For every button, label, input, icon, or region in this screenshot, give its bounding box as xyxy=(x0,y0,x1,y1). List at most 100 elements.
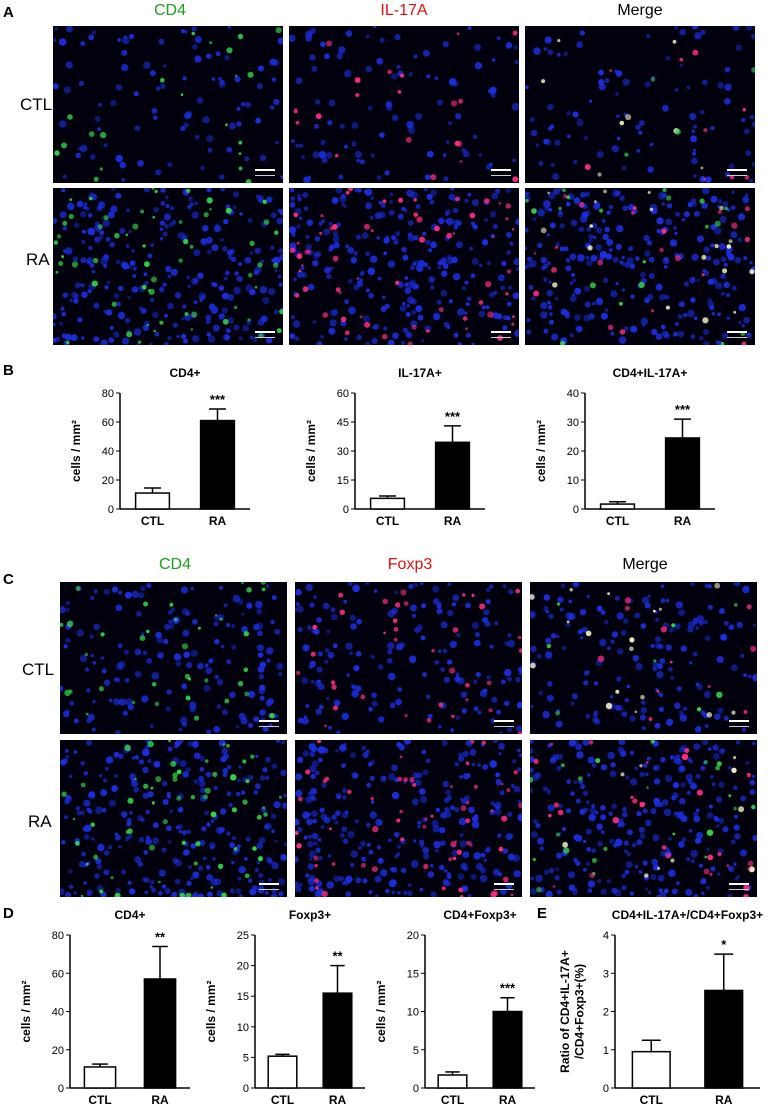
y-tick-label: 45 xyxy=(337,417,349,429)
bar-ra xyxy=(143,978,177,1089)
chart-b3: CD4+IL-17A+ cells / mm² 0 10 20 30 40 CTL RA *** xyxy=(525,365,725,533)
bar-ctl xyxy=(599,503,636,510)
x-tick-label: RA xyxy=(151,1093,169,1107)
panel-letter-a: A xyxy=(3,4,14,21)
x-tick-label: CTL xyxy=(640,1093,663,1107)
chart-d3: CD4+Foxp3+ cells / mm² 0 5 10 15 20 CTL RA *** xyxy=(365,907,545,1112)
y-tick-label: 10 xyxy=(407,1007,419,1019)
panel-c-row-ctl: CTL xyxy=(22,660,55,679)
micrograph-a-ra-cd4 xyxy=(53,188,283,345)
panel-letter-e: E xyxy=(537,905,548,922)
y-axis-label: cells / mm² xyxy=(69,420,83,482)
bar-ra xyxy=(704,989,744,1089)
y-tick-label: 0 xyxy=(603,1083,609,1095)
chart-b1: CD4+ cells / mm² 0 20 40 60 80 CTL RA *** xyxy=(60,365,260,533)
chart-svg: CD4+Foxp3+ cells / mm² 0 5 10 15 20 CTL RA *** xyxy=(374,908,535,1107)
chart-title: Foxp3+ xyxy=(289,908,331,922)
micrograph-c-ra-foxp3 xyxy=(295,740,522,897)
bar-ra xyxy=(434,441,471,510)
y-tick-label: 3 xyxy=(603,968,609,980)
bar-ctl xyxy=(437,1074,468,1089)
y-tick-label: 10 xyxy=(237,1022,249,1034)
chart-d2: Foxp3+ cells / mm² 0 5 10 15 20 25 CTL RA ** xyxy=(195,907,375,1112)
micrograph-a-ra-merge xyxy=(525,188,755,345)
bar-ra xyxy=(492,1010,523,1089)
y-tick-label: 20 xyxy=(52,1045,64,1057)
x-tick-label: CTL xyxy=(376,514,399,528)
significance-label: *** xyxy=(675,402,691,417)
y-tick-label: 20 xyxy=(102,475,114,487)
micrograph-a-ctl-merge xyxy=(525,26,755,183)
panel-c-header-cd4: CD4 xyxy=(158,556,191,573)
y-tick-label: 20 xyxy=(567,446,579,458)
micrograph-a-ctl-il17a xyxy=(289,26,519,183)
chart-title: CD4+Foxp3+ xyxy=(443,908,516,922)
bar-ra xyxy=(322,992,353,1089)
bar-ra xyxy=(199,419,236,510)
y-tick-label: 20 xyxy=(407,930,419,942)
panel-letter-b: B xyxy=(3,362,14,379)
micrograph-a-ctl-cd4 xyxy=(53,26,283,183)
chart-svg: CD4+ cells / mm² 0 20 40 60 80 CTL RA *** xyxy=(69,366,250,528)
significance-label: ** xyxy=(332,949,343,964)
y-tick-label: 40 xyxy=(102,446,114,458)
y-axis-label: cells / mm² xyxy=(534,420,548,482)
panel-a-row-ctl: CTL xyxy=(20,95,53,114)
chart-title: CD4+ xyxy=(114,908,145,922)
x-tick-label: RA xyxy=(209,514,227,528)
panel-c-row-ra: RA xyxy=(28,812,52,831)
y-tick-label: 40 xyxy=(567,388,579,400)
y-tick-label: 0 xyxy=(343,504,349,516)
x-tick-label: RA xyxy=(444,514,462,528)
y-tick-label: 5 xyxy=(413,1045,419,1057)
chart-svg: IL-17A+ cells / mm² 0 15 30 45 60 CTL RA *** xyxy=(304,366,485,528)
y-tick-label: 60 xyxy=(337,388,349,400)
bar-ra xyxy=(664,437,701,510)
panel-a-row-ra: RA xyxy=(26,250,50,269)
micrograph-c-ctl-foxp3 xyxy=(295,582,522,734)
y-tick-label: 40 xyxy=(52,1007,64,1019)
micrograph-c-ra-cd4 xyxy=(60,740,287,897)
micrograph-c-ctl-merge xyxy=(530,582,757,734)
panel-a-header-merge: Merge xyxy=(617,2,663,19)
y-tick-label: 80 xyxy=(52,930,64,942)
significance-label: *** xyxy=(210,392,226,407)
chart-title: CD4+IL-17A+ xyxy=(613,366,688,380)
chart-svg: CD4+IL-17A+ cells / mm² 0 10 20 30 40 CTL RA *** xyxy=(534,366,715,528)
y-tick-label: 0 xyxy=(108,504,114,516)
x-tick-label: CTL xyxy=(88,1093,111,1107)
panel-a-header-il17a: IL-17A xyxy=(380,2,428,19)
y-tick-label: 15 xyxy=(237,991,249,1003)
significance-label: * xyxy=(721,937,727,952)
y-tick-label: 2 xyxy=(603,1007,609,1019)
y-tick-label: 30 xyxy=(337,446,349,458)
chart-title: CD4+ xyxy=(169,366,200,380)
y-tick-label: 4 xyxy=(603,930,609,942)
bar-ctl xyxy=(83,1066,117,1089)
micrograph-c-ra-merge xyxy=(530,740,757,897)
panel-c-header-merge: Merge xyxy=(622,556,668,573)
x-tick-label: RA xyxy=(674,514,692,528)
y-tick-label: 30 xyxy=(567,417,579,429)
chart-e1: CD4+IL-17A+/CD4+Foxp3+ Ratio of CD4+IL-17… xyxy=(555,907,770,1112)
significance-label: ** xyxy=(155,929,166,944)
y-tick-label: 15 xyxy=(337,475,349,487)
chart-svg: Foxp3+ cells / mm² 0 5 10 15 20 25 CTL RA ** xyxy=(204,908,365,1107)
chart-svg: CD4+IL-17A+/CD4+Foxp3+ Ratio of CD4+IL-17… xyxy=(558,908,763,1107)
y-tick-label: 10 xyxy=(567,475,579,487)
chart-svg: CD4+ cells / mm² 0 20 40 60 80 CTL RA ** xyxy=(19,908,190,1107)
y-tick-label: 80 xyxy=(102,388,114,400)
y-tick-label: 5 xyxy=(243,1052,249,1064)
significance-label: *** xyxy=(500,981,516,996)
x-tick-label: CTL xyxy=(271,1093,294,1107)
y-tick-label: 20 xyxy=(237,961,249,973)
x-tick-label: RA xyxy=(499,1093,517,1107)
x-tick-label: RA xyxy=(715,1093,733,1107)
y-tick-label: 1 xyxy=(603,1045,609,1057)
x-tick-label: CTL xyxy=(141,514,164,528)
chart-b2: IL-17A+ cells / mm² 0 15 30 45 60 CTL RA *** xyxy=(295,365,495,533)
y-tick-label: 0 xyxy=(413,1083,419,1095)
bar-ctl xyxy=(631,1050,671,1089)
panel-a-header-cd4: CD4 xyxy=(153,2,186,19)
y-tick-label: 0 xyxy=(573,504,579,516)
